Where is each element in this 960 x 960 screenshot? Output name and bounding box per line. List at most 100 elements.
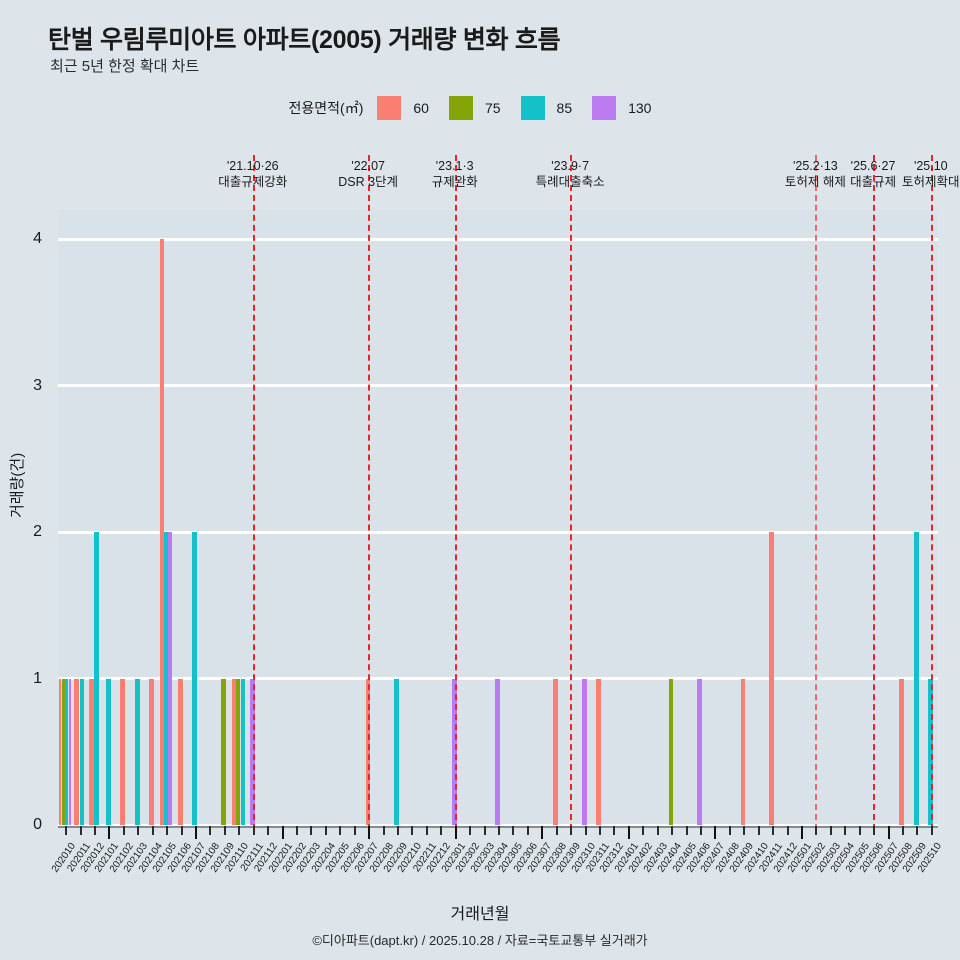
legend-item-85[interactable]: 85 <box>520 96 587 120</box>
event-annotation-text: 토허제확대 <box>902 175 960 189</box>
legend-swatch-icon <box>592 96 617 120</box>
x-tick <box>627 826 630 839</box>
x-tick <box>122 826 125 835</box>
x-tick <box>873 826 876 835</box>
x-tick <box>137 826 140 835</box>
event-annotation-text: 대출규제강화 <box>218 175 288 189</box>
event-annotation-date: '25.2·13 <box>792 159 838 173</box>
x-tick <box>930 826 933 835</box>
x-tick <box>252 826 255 835</box>
x-tick <box>642 826 645 835</box>
bar <box>79 678 85 825</box>
x-tick <box>238 826 241 835</box>
legend-item-75[interactable]: 75 <box>448 96 515 120</box>
bar <box>149 678 154 825</box>
x-tick <box>382 826 385 835</box>
x-tick <box>584 826 587 835</box>
event-annotation: '23.1·3 규제완화 <box>432 158 478 190</box>
y-axis-title: 거래량(건) <box>9 452 26 518</box>
chart-footer-credit: ©디아파트(dapt.kr) / 2025.10.28 / 자료=국토교통부 실… <box>312 933 648 948</box>
x-tick <box>223 826 226 835</box>
y-gridline <box>58 823 938 827</box>
x-tick <box>94 826 97 835</box>
x-tick <box>209 826 212 835</box>
x-tick <box>195 826 198 839</box>
x-tick <box>555 826 558 835</box>
x-tick <box>483 826 486 835</box>
bar <box>58 678 62 825</box>
event-marker-line <box>454 155 457 830</box>
x-tick <box>526 826 529 835</box>
y-tick-label: 1 <box>33 669 42 687</box>
legend-swatch-icon <box>520 96 545 120</box>
event-annotation: '25.2·13 토허제 해제 <box>785 158 846 190</box>
x-tick <box>411 826 414 835</box>
x-tick <box>65 826 68 835</box>
y-gridline <box>58 384 938 388</box>
event-annotation: '25.10 토허제확대 <box>902 158 960 190</box>
bar <box>452 678 457 825</box>
y-axis-tick-labels: 0 1 2 3 4 <box>0 210 52 833</box>
x-tick <box>901 826 904 835</box>
legend-label: 130 <box>628 100 652 116</box>
legend-label: 60 <box>413 100 429 116</box>
bar <box>231 678 236 825</box>
bar <box>240 678 245 825</box>
x-tick <box>887 826 890 839</box>
bar <box>596 678 602 825</box>
x-tick <box>180 826 183 835</box>
legend-item-60[interactable]: 60 <box>377 96 443 120</box>
x-tick <box>714 826 717 839</box>
x-tick <box>728 826 731 835</box>
event-annotation-date: '21.10·26 <box>226 159 279 173</box>
bar <box>553 678 558 825</box>
x-tick <box>815 826 818 835</box>
x-tick <box>570 826 573 835</box>
legend-title: 전용면적(㎡) <box>288 100 364 116</box>
bar <box>61 678 65 825</box>
y-tick-label: 0 <box>33 816 42 833</box>
x-tick <box>512 826 515 835</box>
x-tick <box>786 826 789 835</box>
bar <box>913 532 919 825</box>
event-annotation-text: 특례대출축소 <box>535 175 605 189</box>
x-tick <box>353 826 356 835</box>
event-marker-line <box>815 155 818 830</box>
bar <box>394 678 400 825</box>
bar <box>94 532 99 825</box>
y-tick-label: 3 <box>33 376 42 394</box>
x-tick <box>108 826 111 839</box>
bar <box>134 678 140 825</box>
event-annotation-text: 규제완화 <box>431 175 478 189</box>
bar <box>68 678 72 825</box>
x-tick <box>281 826 284 839</box>
event-annotation-date: '25.6·27 <box>850 159 896 173</box>
x-tick <box>454 826 457 839</box>
bar <box>740 678 746 825</box>
legend-item-130[interactable]: 130 <box>592 96 665 120</box>
event-marker-line <box>930 155 933 830</box>
event-annotation-date: '25.10 <box>913 159 948 173</box>
x-tick <box>151 826 154 835</box>
event-annotation-text: 토허제 해제 <box>784 175 846 189</box>
x-tick <box>397 826 400 835</box>
x-tick <box>469 826 472 835</box>
bar <box>769 532 775 825</box>
y-gridline <box>58 237 938 241</box>
x-tick <box>656 826 659 835</box>
plot-area <box>58 155 938 830</box>
x-tick <box>267 826 270 835</box>
event-marker-line <box>252 155 255 830</box>
bar <box>88 678 94 825</box>
event-marker-line <box>570 155 573 830</box>
x-tick <box>368 826 371 839</box>
x-tick <box>613 826 616 835</box>
event-annotation-text: 대출규제 <box>850 175 897 189</box>
bar <box>221 678 227 825</box>
event-annotation: '25.6·27 대출규제 <box>850 158 896 190</box>
bar <box>163 532 168 825</box>
x-tick <box>541 826 544 839</box>
page-title: 탄벌 우림루미아트 아파트(2005) 거래량 변화 흐름 <box>48 26 561 54</box>
x-tick <box>743 826 746 835</box>
x-tick <box>498 826 500 835</box>
